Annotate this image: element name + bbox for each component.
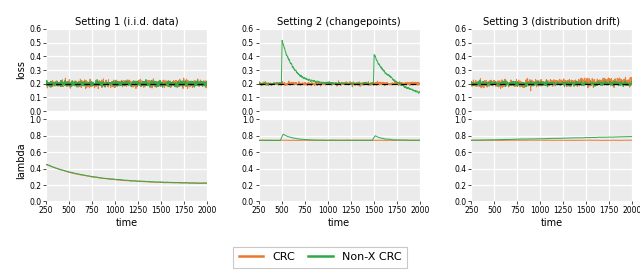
Title: Setting 1 (i.i.d. data): Setting 1 (i.i.d. data) xyxy=(75,17,179,27)
Y-axis label: loss: loss xyxy=(16,61,26,79)
Y-axis label: lambda: lambda xyxy=(16,142,26,179)
X-axis label: time: time xyxy=(541,218,563,228)
Title: Setting 2 (changepoints): Setting 2 (changepoints) xyxy=(277,17,401,27)
X-axis label: time: time xyxy=(328,218,350,228)
Legend: CRC, Non-X CRC: CRC, Non-X CRC xyxy=(233,246,407,268)
Title: Setting 3 (distribution drift): Setting 3 (distribution drift) xyxy=(483,17,620,27)
X-axis label: time: time xyxy=(116,218,138,228)
